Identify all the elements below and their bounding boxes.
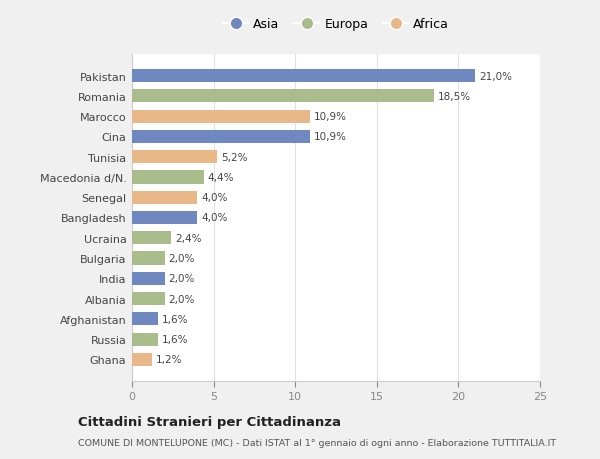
Bar <box>132 130 310 144</box>
Bar <box>132 171 204 184</box>
Bar <box>132 70 475 83</box>
Text: 1,2%: 1,2% <box>155 355 182 364</box>
Text: 4,0%: 4,0% <box>202 193 228 203</box>
Bar <box>132 232 171 245</box>
Bar <box>132 252 164 265</box>
Text: 21,0%: 21,0% <box>479 72 512 81</box>
Text: Cittadini Stranieri per Cittadinanza: Cittadini Stranieri per Cittadinanza <box>78 415 341 428</box>
Text: 2,0%: 2,0% <box>169 294 195 304</box>
Text: 10,9%: 10,9% <box>314 112 347 122</box>
Text: COMUNE DI MONTELUPONE (MC) - Dati ISTAT al 1° gennaio di ogni anno - Elaborazion: COMUNE DI MONTELUPONE (MC) - Dati ISTAT … <box>78 438 556 448</box>
Bar <box>132 353 152 366</box>
Bar <box>132 90 434 103</box>
Text: 1,6%: 1,6% <box>162 314 188 324</box>
Bar <box>132 191 197 204</box>
Text: 5,2%: 5,2% <box>221 152 247 162</box>
Bar <box>132 151 217 164</box>
Text: 2,0%: 2,0% <box>169 274 195 284</box>
Bar <box>132 110 310 123</box>
Bar <box>132 272 164 285</box>
Bar <box>132 333 158 346</box>
Text: 10,9%: 10,9% <box>314 132 347 142</box>
Text: 4,0%: 4,0% <box>202 213 228 223</box>
Text: 1,6%: 1,6% <box>162 334 188 344</box>
Text: 18,5%: 18,5% <box>438 92 471 102</box>
Bar <box>132 292 164 306</box>
Text: 4,4%: 4,4% <box>208 173 235 183</box>
Bar <box>132 313 158 326</box>
Bar <box>132 212 197 224</box>
Text: 2,0%: 2,0% <box>169 253 195 263</box>
Legend: Asia, Europa, Africa: Asia, Europa, Africa <box>221 16 452 34</box>
Text: 2,4%: 2,4% <box>175 233 202 243</box>
